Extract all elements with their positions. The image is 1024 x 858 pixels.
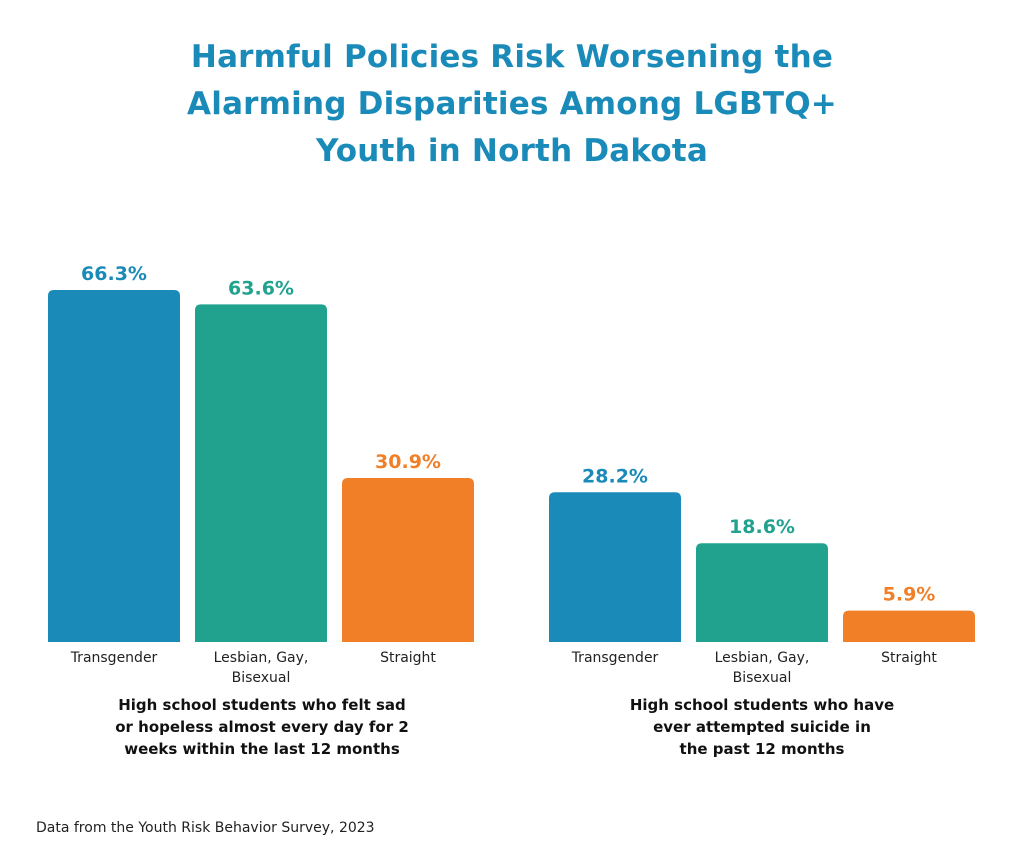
bar-transgender-sad-hopeless — [48, 290, 180, 642]
bar-straight-sad-hopeless — [342, 477, 474, 642]
chart-caption-left: High school students who felt sad or hop… — [82, 694, 442, 760]
bar-lgb-attempted-suicide — [696, 543, 828, 642]
caption-line: or hopeless almost every day for 2 — [115, 718, 409, 736]
bar-transgender-attempted-suicide — [549, 492, 681, 642]
bar-lgb-sad-hopeless — [195, 304, 327, 642]
category-label: Straight — [881, 650, 937, 666]
title-line: Youth in North Dakota — [315, 133, 709, 169]
category-label: Bisexual — [733, 670, 792, 686]
caption-line: High school students who felt sad — [118, 696, 406, 714]
bar-value-label: 5.9% — [883, 584, 936, 606]
caption-line: weeks within the last 12 months — [124, 740, 400, 758]
bar-straight-attempted-suicide — [843, 610, 975, 642]
bar-value-label: 63.6% — [228, 277, 294, 299]
bar-value-label: 18.6% — [729, 516, 795, 538]
category-label: Lesbian, Gay, — [214, 650, 309, 666]
category-label: Straight — [380, 650, 436, 666]
caption-line: the past 12 months — [679, 740, 845, 758]
bar-value-label: 28.2% — [582, 465, 648, 487]
category-label: Transgender — [571, 650, 659, 666]
bar-value-label: 66.3% — [81, 263, 147, 285]
source-note: Data from the Youth Risk Behavior Survey… — [36, 820, 375, 836]
chart-title: Harmful Policies Risk Worsening the Alar… — [0, 34, 1024, 175]
bar-value-label: 30.9% — [375, 451, 441, 473]
caption-line: ever attempted suicide in — [653, 718, 871, 736]
category-label: Transgender — [70, 650, 158, 666]
category-label: Lesbian, Gay, — [715, 650, 810, 666]
chart-caption-right: High school students who have ever attem… — [582, 694, 942, 760]
title-line: Harmful Policies Risk Worsening the — [190, 39, 834, 75]
caption-line: High school students who have — [629, 696, 895, 714]
title-line: Alarming Disparities Among LGBTQ+ — [187, 86, 837, 122]
category-label: Bisexual — [232, 670, 291, 686]
